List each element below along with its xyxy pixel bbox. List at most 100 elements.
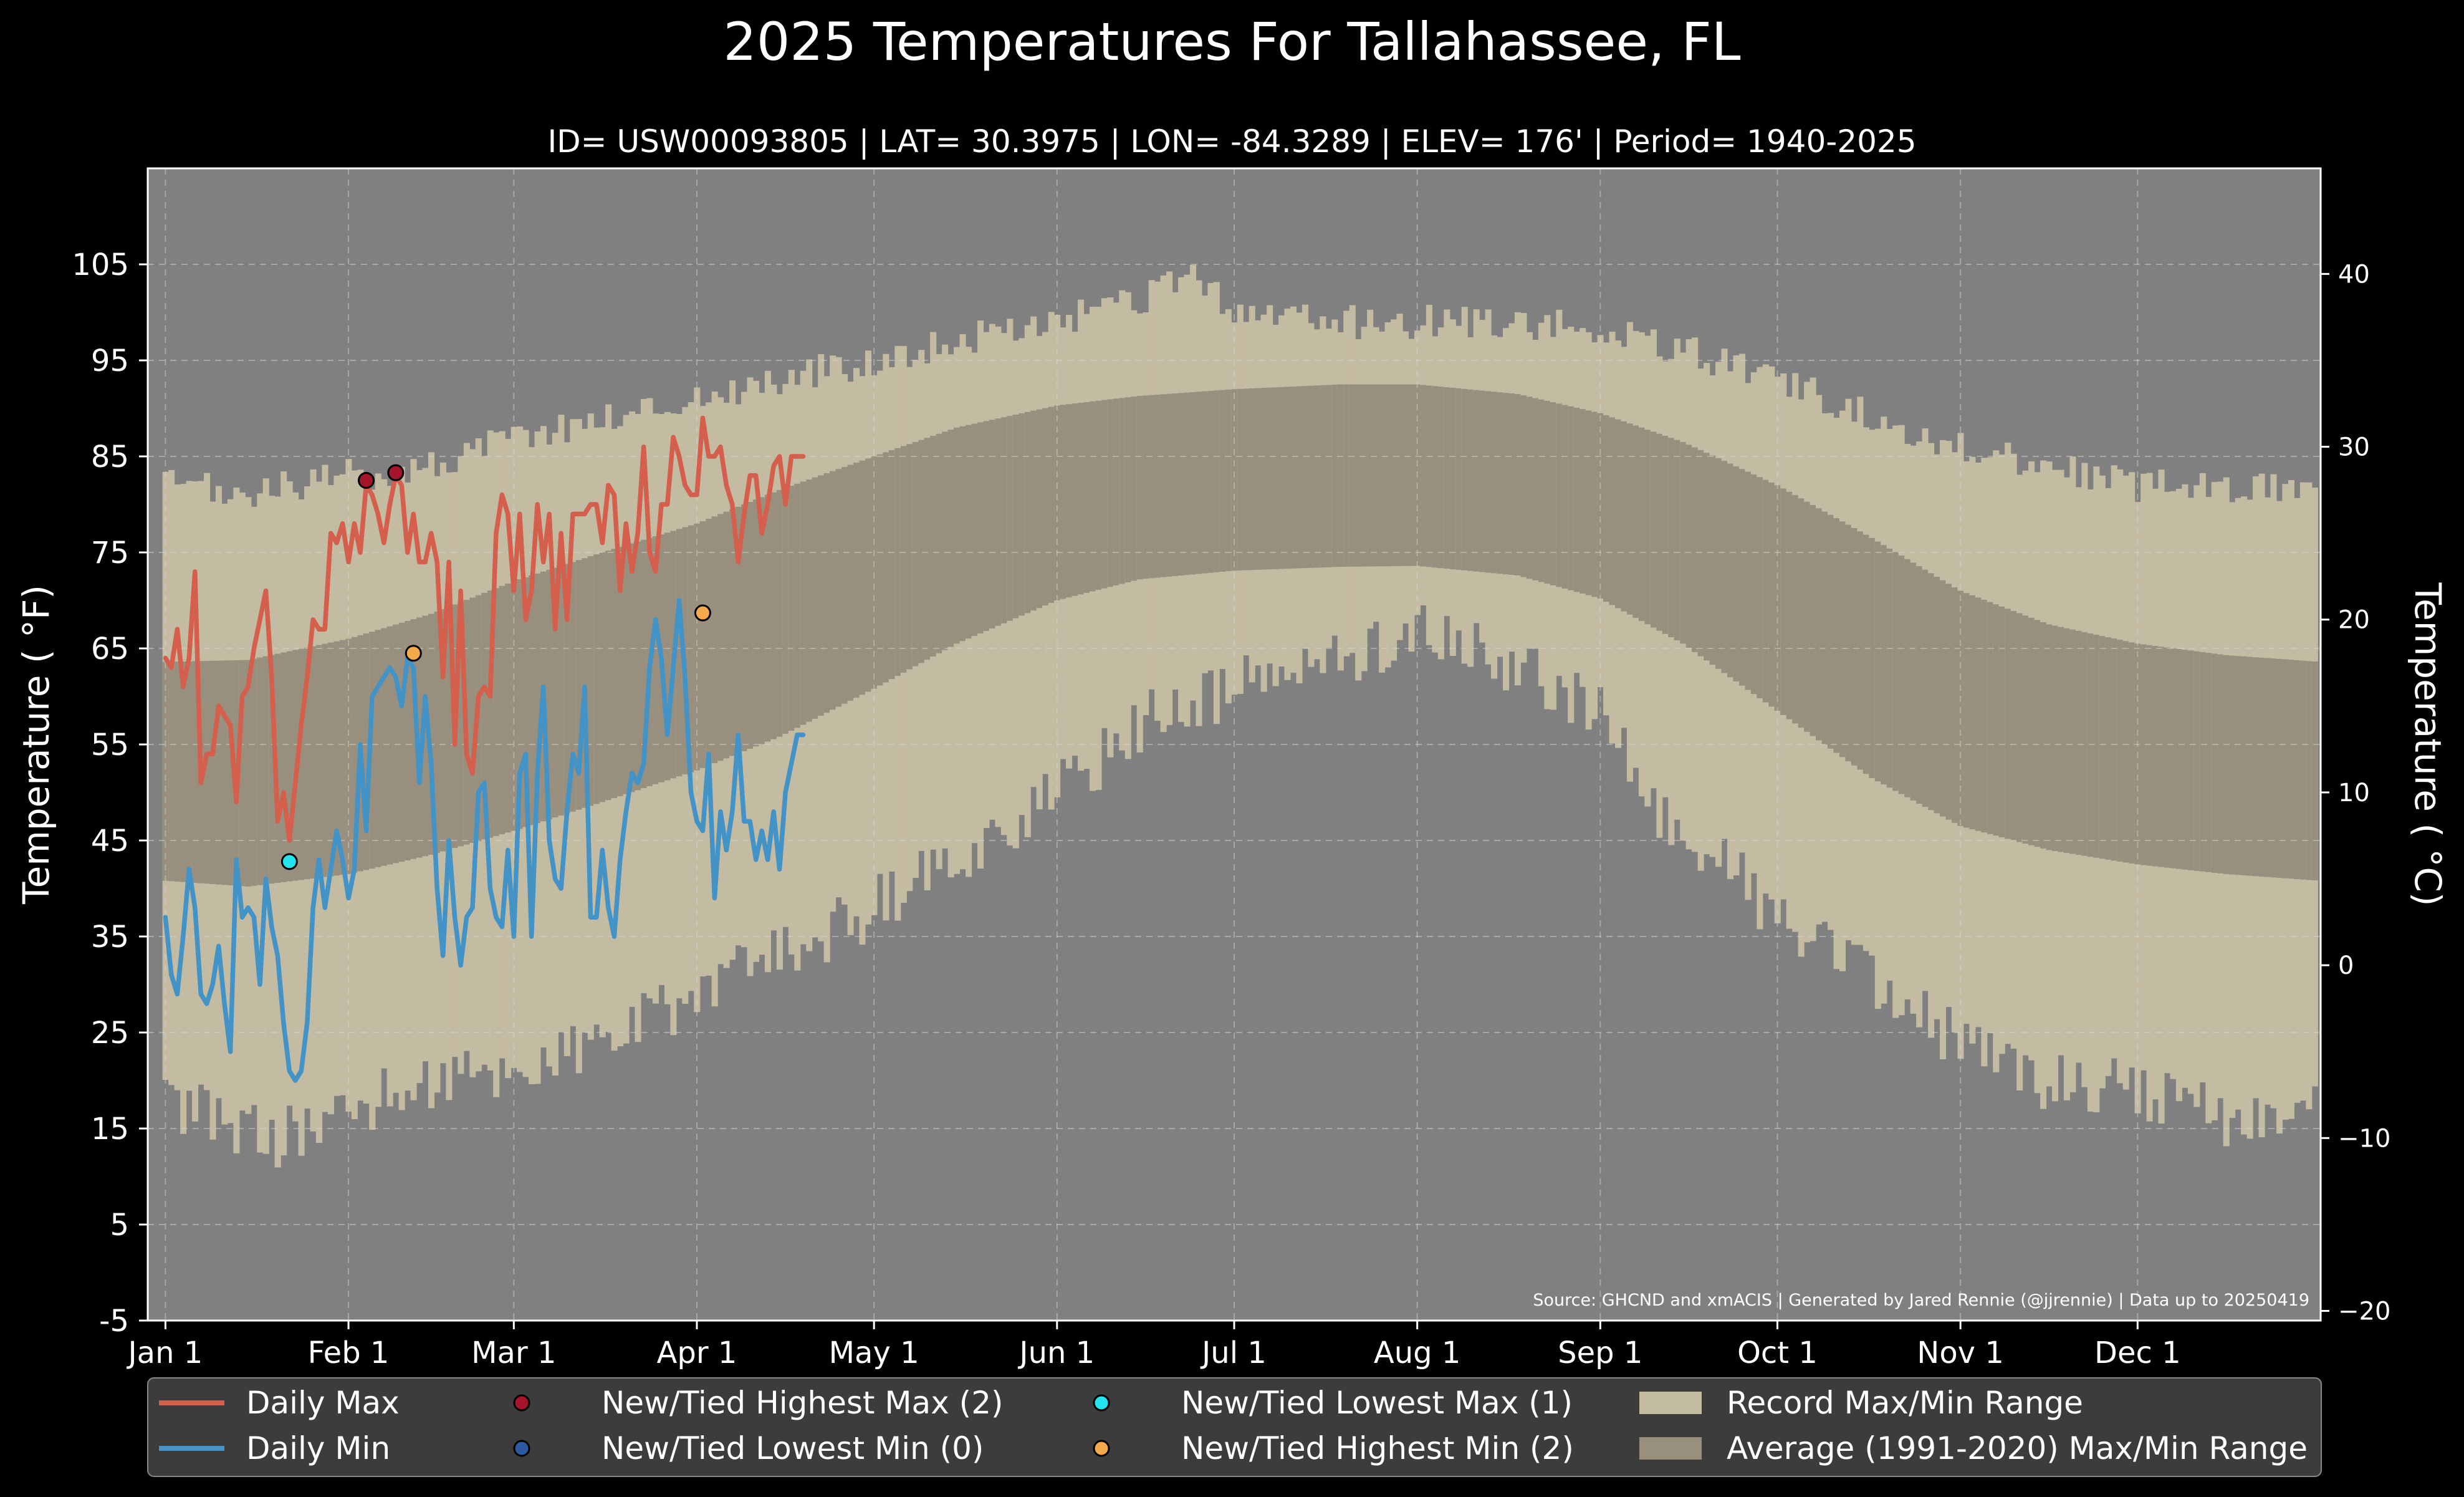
average-range-bar [1792, 495, 1799, 724]
average-range-bar [1591, 412, 1598, 597]
average-range-bar [605, 551, 612, 801]
average-range-bar [1881, 545, 1887, 785]
average-range-bar [640, 539, 648, 789]
average-range-bar [286, 651, 293, 882]
average-range-bar [1066, 404, 1073, 598]
average-range-bar [469, 597, 476, 843]
average-range-bar [2270, 658, 2277, 878]
average-range-bar [770, 492, 777, 739]
average-range-bar [351, 637, 358, 873]
average-range-bar [759, 497, 765, 744]
average-range-bar [2051, 625, 2059, 851]
average-range-bar [918, 440, 925, 663]
average-range-bar [1225, 389, 1232, 572]
average-range-bar [617, 547, 624, 796]
x-tick-label: Jul 1 [1200, 1336, 1267, 1370]
average-range-bar [1379, 384, 1386, 567]
average-range-bar [1036, 409, 1043, 609]
legend-label: New/Tied Highest Max (2) [602, 1385, 1004, 1421]
average-range-bar [2005, 609, 2011, 839]
average-range-bar [764, 494, 771, 742]
average-range-bar [168, 662, 175, 882]
average-range-bar [694, 523, 701, 771]
average-range-bar [2258, 657, 2265, 877]
chart-title: 2025 Temperatures For Tallahassee, FL [723, 11, 1741, 72]
average-range-bar [1136, 395, 1143, 580]
legend-label: New/Tied Lowest Max (1) [1181, 1385, 1573, 1421]
average-range-bar [782, 488, 789, 734]
lowest-max-marker [280, 853, 298, 870]
average-range-bar [1538, 399, 1545, 582]
average-range-bar [1981, 599, 1988, 833]
average-range-bar [1349, 384, 1356, 567]
average-range-bar [717, 514, 724, 761]
average-range-bar [2306, 661, 2313, 880]
average-range-bar [959, 426, 966, 642]
average-range-bar [1361, 384, 1368, 567]
average-range-bar [1467, 389, 1474, 571]
average-range-bar [1780, 488, 1787, 715]
average-range-bar [723, 511, 730, 759]
average-range-bar [1402, 384, 1409, 566]
average-range-bar [2253, 657, 2260, 877]
average-range-bar [221, 660, 228, 885]
average-range-bar [1526, 397, 1533, 579]
average-range-bar [1957, 590, 1964, 826]
average-range-bar [2040, 622, 2047, 849]
average-range-bar [162, 662, 169, 881]
y-tick-label: 95 [91, 344, 129, 378]
average-range-bar [593, 554, 600, 804]
average-range-bar [1426, 385, 1432, 567]
average-range-bar [2241, 656, 2248, 875]
average-range-bar [1095, 400, 1102, 590]
y-right-tick-label: 0 [2338, 951, 2354, 980]
average-range-bar [800, 481, 807, 725]
average-range-bar [735, 506, 742, 754]
y-tick-label: 45 [91, 824, 129, 859]
average-range-bar [1715, 458, 1722, 669]
average-range-bar [192, 661, 199, 883]
average-range-bar [552, 567, 558, 818]
average-range-bar [481, 592, 488, 840]
average-range-bar [2164, 647, 2171, 868]
average-range-bar [859, 460, 866, 695]
average-range-bar [1704, 453, 1710, 661]
average-range-bar [2111, 638, 2117, 861]
average-range-bar [924, 438, 931, 660]
average-range-bar [1514, 393, 1522, 575]
average-range-bar [180, 661, 187, 882]
average-range-bar [1000, 417, 1007, 623]
average-range-bar [1479, 390, 1486, 572]
average-range-bar [1473, 390, 1480, 572]
average-range-bar [711, 516, 718, 764]
average-range-bar [1278, 387, 1285, 569]
average-range-bar [1160, 394, 1167, 577]
average-range-bar [989, 420, 995, 628]
average-range-bar [1432, 386, 1439, 568]
average-range-bar [1331, 384, 1338, 567]
average-range-bar [2282, 659, 2289, 878]
average-range-bar [835, 469, 842, 707]
average-range-bar [398, 622, 405, 862]
average-range-bar [1313, 385, 1320, 568]
y-right-tick-label: −20 [2338, 1297, 2390, 1326]
average-range-bar [1821, 511, 1828, 744]
average-range-bar [954, 427, 961, 644]
average-range-bar [1420, 385, 1427, 567]
average-range-bar [487, 590, 494, 838]
average-range-bar [2265, 658, 2271, 877]
average-range-bar [1662, 436, 1669, 634]
y-right-tick-label: 40 [2338, 260, 2370, 289]
average-range-bar [2087, 633, 2094, 857]
average-range-bar [546, 569, 553, 820]
y-tick-label: 5 [110, 1208, 129, 1243]
average-range-bar [1733, 466, 1740, 681]
highest-max-marker [387, 464, 405, 481]
average-range-bar [1119, 398, 1126, 584]
average-range-bar [894, 448, 901, 676]
average-range-bar [876, 454, 883, 686]
average-range-bar [493, 588, 500, 836]
average-range-bar [1172, 393, 1179, 576]
average-range-bar [2146, 645, 2153, 866]
